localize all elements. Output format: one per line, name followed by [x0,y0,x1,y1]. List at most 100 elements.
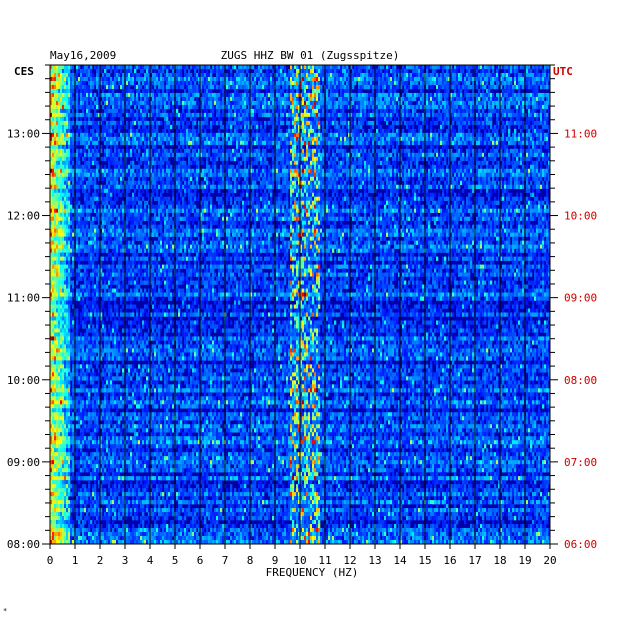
heat-cell [468,140,471,146]
heat-cell [136,128,139,134]
heat-cell [452,152,455,158]
heat-cell [454,128,457,134]
heat-cell [438,84,441,90]
heat-cell [330,72,333,78]
heat-cell [202,148,205,154]
heat-cell [168,72,171,78]
heat-cell [372,112,375,118]
heat-cell [540,100,543,106]
heat-cell [332,136,335,142]
heat-cell [268,152,271,158]
heat-cell [358,132,361,138]
heat-cell [254,92,257,98]
heat-cell [142,132,145,138]
heat-cell [92,140,95,146]
heat-cell [332,76,335,82]
heat-cell [76,152,79,158]
heat-cell [348,80,351,86]
heat-cell [244,112,247,118]
heat-cell [356,92,359,98]
heat-cell [470,76,473,82]
heat-cell [410,152,413,158]
heat-cell [262,65,265,70]
heat-cell [70,132,73,138]
heat-cell [142,156,145,162]
heat-cell [318,96,321,102]
heat-cell [72,100,75,106]
heat-cell [148,80,151,86]
heat-cell [110,116,113,122]
heat-cell [104,108,107,114]
heat-cell [268,72,271,78]
heat-cell [352,132,355,138]
heat-cell [338,80,341,86]
heat-cell [344,156,347,162]
heat-cell [70,84,73,90]
heat-cell [364,92,367,98]
heat-cell [170,132,173,138]
heat-cell [394,108,397,114]
heat-cell [458,152,461,158]
heat-cell [332,148,335,154]
heat-cell [460,88,463,94]
heat-cell [106,76,109,82]
heat-cell [120,120,123,126]
heat-cell [320,100,323,106]
heat-cell [250,136,253,142]
heat-cell [506,112,509,118]
heat-cell [488,84,491,90]
heat-cell [92,132,95,138]
heat-cell [154,116,157,122]
heat-cell [444,132,447,138]
heat-cell [220,124,223,130]
heat-cell [478,152,481,158]
heat-cell [96,152,99,158]
heat-cell [516,100,519,106]
heat-cell [330,128,333,134]
heat-cell [466,76,469,82]
heat-cell [126,148,129,154]
heat-cell [62,96,65,102]
heat-cell [502,132,505,138]
heat-cell [184,100,187,106]
heat-cell [466,96,469,102]
heat-cell [66,68,69,74]
heat-cell [382,65,385,70]
heat-cell [448,112,451,118]
heat-cell [210,76,213,82]
heat-cell [186,140,189,146]
heat-cell [158,148,161,154]
heat-cell [244,96,247,102]
heat-cell [456,92,459,98]
heat-cell [400,136,403,142]
heat-cell [294,80,297,86]
heat-cell [270,120,273,126]
heat-cell [478,80,481,86]
heat-cell [292,92,295,98]
heat-cell [304,128,307,134]
heat-cell [210,120,213,126]
heat-cell [156,72,159,78]
heat-cell [202,72,205,78]
heat-cell [342,76,345,82]
heat-cell [394,84,397,90]
heat-cell [84,132,87,138]
heat-cell [464,124,467,130]
heat-cell [248,92,251,98]
heat-cell [534,68,537,74]
heat-cell [546,84,549,90]
heat-cell [122,96,125,102]
heat-cell [354,128,357,134]
heat-cell [136,144,139,150]
heat-cell [194,100,197,106]
heat-cell [510,80,513,86]
heat-cell [258,84,261,90]
heat-cell [238,84,241,90]
heat-cell [310,65,313,70]
heat-cell [62,120,65,126]
heat-cell [466,65,469,70]
heat-cell [60,72,63,78]
heat-cell [476,96,479,102]
heat-cell [420,140,423,146]
heat-cell [280,140,283,146]
